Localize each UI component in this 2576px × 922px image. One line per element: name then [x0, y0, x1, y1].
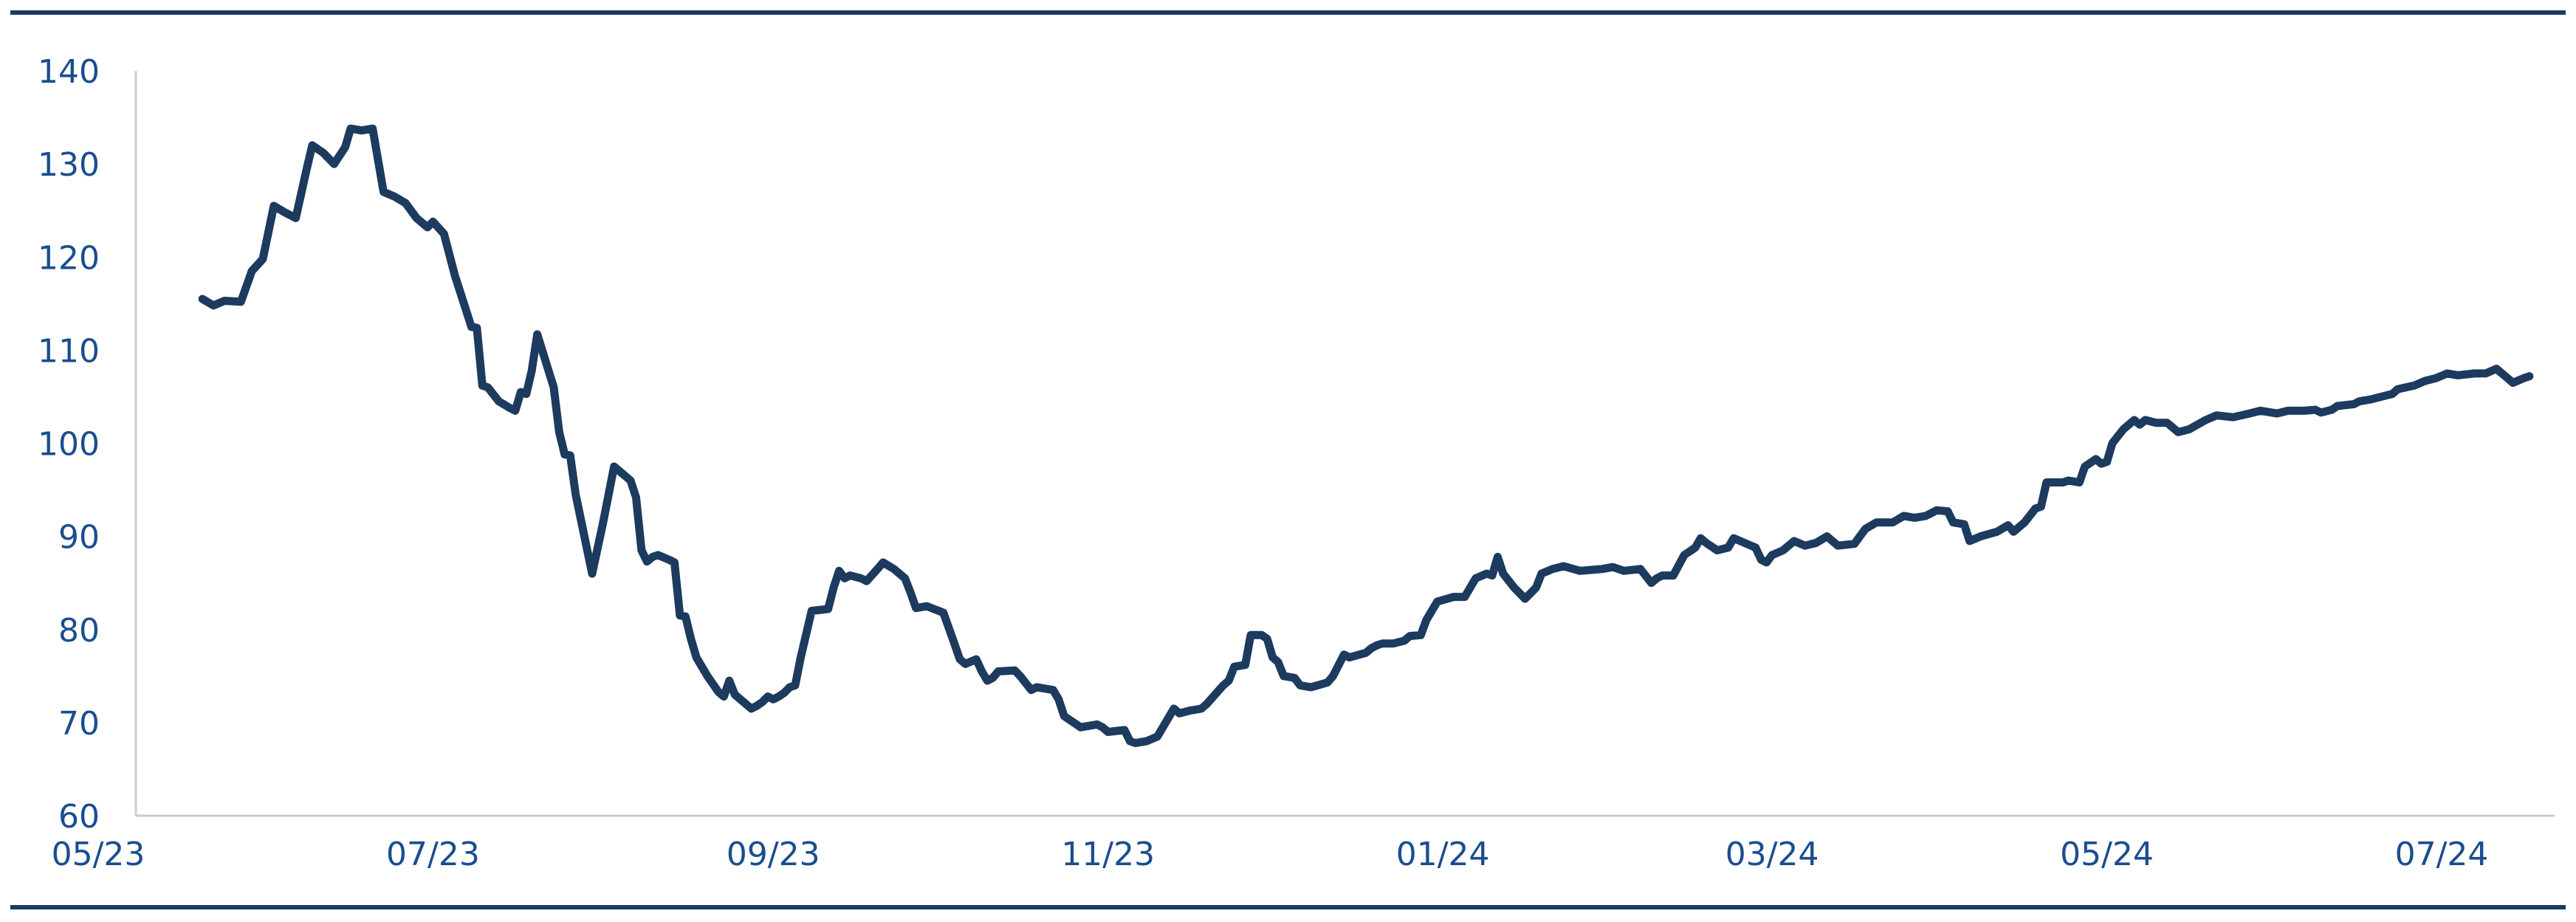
- y-tick-label: 60: [58, 798, 100, 836]
- y-tick-label: 100: [38, 426, 100, 464]
- x-tick-label: 05/23: [52, 836, 145, 873]
- series-line: [198, 124, 2534, 748]
- axes: [134, 71, 2555, 817]
- x-tick-label: 11/23: [1061, 836, 1155, 873]
- y-tick-label: 90: [58, 519, 100, 557]
- x-tick-label: 07/24: [2395, 836, 2489, 873]
- x-tick-label: 01/24: [1396, 836, 1490, 873]
- x-tick-label: 07/23: [386, 836, 480, 873]
- y-tick-label: 140: [38, 53, 100, 91]
- x-axis-tick-labels: 05/23 07/23 09/23 11/23 01/24 03/24 05/24 07/24: [52, 836, 2489, 873]
- series-layer: [198, 124, 2534, 748]
- y-tick-label: 120: [38, 239, 100, 277]
- y-axis-tick-labels: 60 70 80 90 100 110 120 130 140: [38, 53, 100, 836]
- x-tick-label: 09/23: [727, 836, 820, 873]
- y-tick-label: 130: [38, 146, 100, 184]
- y-tick-label: 80: [58, 612, 100, 650]
- y-tick-label: 70: [58, 705, 100, 743]
- y-tick-label: 110: [38, 332, 100, 370]
- x-tick-label: 05/24: [2060, 836, 2154, 873]
- x-tick-label: 03/24: [1725, 836, 1819, 873]
